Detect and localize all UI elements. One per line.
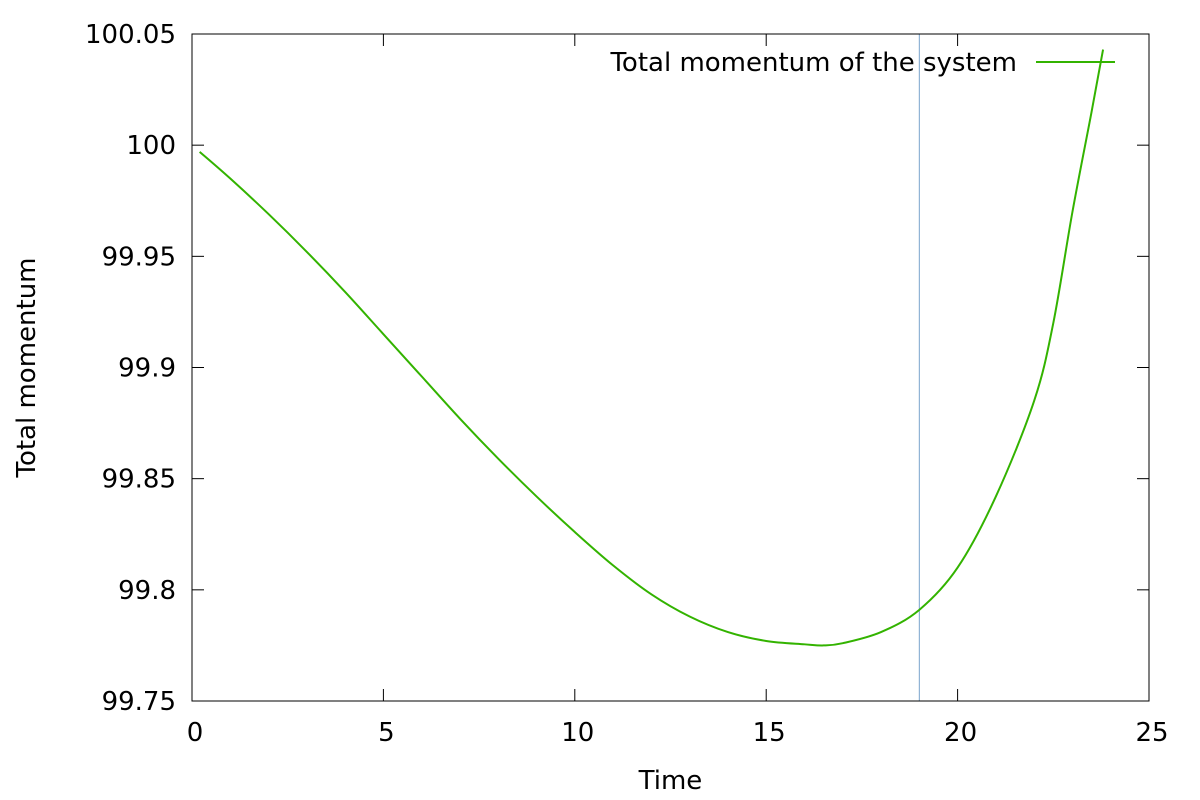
plot-frame: [191, 33, 1150, 702]
y-tick-label: 99.95: [102, 242, 176, 272]
legend: Total momentum of the system: [609, 48, 1115, 78]
x-tick-label: 5: [378, 718, 395, 748]
y-tick-label: 100.05: [85, 20, 176, 50]
y-tick-label: 100: [126, 131, 176, 161]
series-layer: [199, 34, 1105, 701]
y-tick-label: 99.9: [118, 354, 176, 384]
x-tick-label: 0: [187, 718, 204, 748]
y-axis-label: Total momentum: [12, 257, 42, 478]
y-tick-labels: 99.75 99.8 99.85 99.9 99.95 100 100.05: [85, 20, 176, 717]
y-tick-label: 99.8: [118, 576, 176, 606]
x-tick-label: 10: [561, 718, 594, 748]
tick-marks: [191, 33, 1150, 702]
x-tick-label: 20: [944, 718, 977, 748]
x-axis-label: Time: [638, 766, 703, 796]
legend-label: Total momentum of the system: [609, 48, 1017, 78]
x-tick-labels: 0 5 10 15 20 25: [187, 718, 1169, 748]
x-tick-label: 15: [753, 718, 786, 748]
y-tick-label: 99.85: [102, 465, 176, 495]
x-tick-label: 25: [1135, 718, 1168, 748]
series-line: [199, 49, 1105, 647]
y-tick-label: 99.75: [102, 687, 176, 717]
